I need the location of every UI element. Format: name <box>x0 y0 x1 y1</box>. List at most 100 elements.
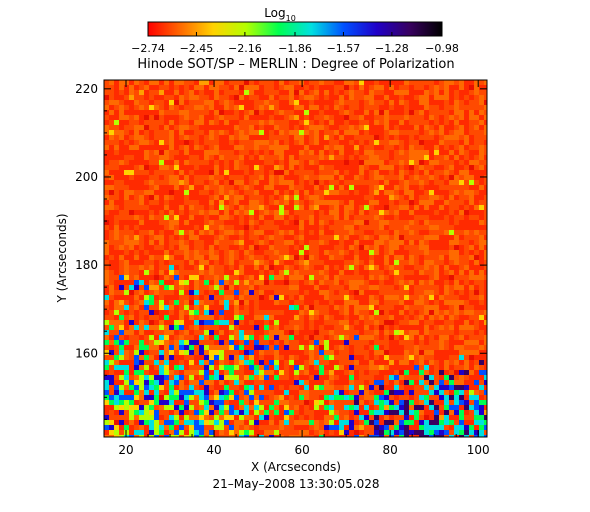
heatmap-cell <box>319 265 325 271</box>
heatmap-cell <box>164 380 170 386</box>
heatmap-cell <box>349 325 355 331</box>
heatmap-cell <box>339 320 345 326</box>
heatmap-cell <box>244 265 250 271</box>
heatmap-cell <box>439 250 445 256</box>
heatmap-cell <box>334 150 340 156</box>
heatmap-cell <box>154 190 160 196</box>
heatmap-cell <box>289 250 295 256</box>
heatmap-cell <box>474 90 480 96</box>
heatmap-cell <box>439 360 445 366</box>
heatmap-cell <box>269 180 275 186</box>
heatmap-cell <box>339 300 345 306</box>
heatmap-cell <box>474 135 480 141</box>
heatmap-cell <box>169 165 175 171</box>
heatmap-cell <box>434 265 440 271</box>
heatmap-cell <box>164 370 170 376</box>
heatmap-cell <box>214 155 220 161</box>
heatmap-cell <box>234 290 240 296</box>
heatmap-cell <box>429 290 435 296</box>
heatmap-cell <box>284 370 290 376</box>
heatmap-cell <box>234 130 240 136</box>
heatmap-cell <box>254 320 260 326</box>
heatmap-cell <box>439 145 445 151</box>
heatmap-cell <box>369 150 375 156</box>
heatmap-cell <box>394 320 400 326</box>
heatmap-cell <box>224 255 230 261</box>
heatmap-cell <box>389 345 395 351</box>
heatmap-cell <box>204 215 210 221</box>
heatmap-cell <box>474 80 480 86</box>
heatmap-cell <box>164 215 170 221</box>
heatmap-cell <box>384 170 390 176</box>
heatmap-cell <box>249 155 255 161</box>
heatmap-cell <box>229 260 235 266</box>
heatmap-cell <box>139 155 145 161</box>
heatmap-cell <box>404 240 410 246</box>
heatmap-cell <box>144 320 150 326</box>
heatmap-cell <box>104 300 110 306</box>
heatmap-cell <box>164 225 170 231</box>
heatmap-cell <box>189 235 195 241</box>
heatmap-cell <box>204 320 210 326</box>
heatmap-cell <box>449 360 455 366</box>
heatmap-cell <box>124 155 130 161</box>
heatmap-cell <box>354 290 360 296</box>
heatmap-cell <box>224 325 230 331</box>
heatmap-cell <box>229 230 235 236</box>
heatmap-cell <box>244 280 250 286</box>
heatmap-cell <box>299 100 305 106</box>
heatmap-cell <box>429 310 435 316</box>
heatmap-cell <box>404 135 410 141</box>
heatmap-cell <box>384 285 390 291</box>
heatmap-cell <box>304 270 310 276</box>
heatmap-cell <box>324 355 330 361</box>
heatmap-cell <box>364 240 370 246</box>
heatmap-cell <box>124 225 130 231</box>
heatmap-cell <box>284 325 290 331</box>
heatmap-cell <box>404 280 410 286</box>
heatmap-cell <box>384 220 390 226</box>
heatmap-cell <box>419 310 425 316</box>
heatmap-cell <box>379 145 385 151</box>
heatmap-cell <box>154 95 160 101</box>
heatmap-cell <box>349 135 355 141</box>
heatmap-cell <box>224 160 230 166</box>
heatmap-cell <box>149 270 155 276</box>
heatmap-cell <box>139 355 145 361</box>
heatmap-cell <box>394 240 400 246</box>
heatmap-cell <box>344 295 350 301</box>
heatmap-cell <box>329 390 335 396</box>
heatmap-cell <box>139 180 145 186</box>
heatmap-cell <box>334 385 340 391</box>
heatmap-cell <box>159 225 165 231</box>
heatmap-cell <box>484 85 487 91</box>
heatmap-cell <box>459 145 465 151</box>
heatmap-cell <box>104 285 110 291</box>
heatmap-cell <box>184 230 190 236</box>
heatmap-cell <box>324 85 330 91</box>
heatmap-cell <box>434 160 440 166</box>
heatmap-cell <box>344 215 350 221</box>
heatmap-cell <box>209 195 215 201</box>
heatmap-cell <box>209 320 215 326</box>
heatmap-cell <box>329 250 335 256</box>
heatmap-cell <box>474 335 480 341</box>
heatmap-cell <box>249 200 255 206</box>
heatmap-cell <box>354 100 360 106</box>
heatmap-cell <box>199 220 205 226</box>
heatmap-cell <box>109 290 115 296</box>
heatmap-cell <box>389 95 395 101</box>
heatmap-cell <box>399 195 405 201</box>
heatmap-cell <box>159 215 165 221</box>
heatmap-cell <box>434 315 440 321</box>
heatmap-cell <box>409 185 415 191</box>
heatmap-cell <box>144 250 150 256</box>
heatmap-cell <box>464 135 470 141</box>
heatmap-cell <box>274 345 280 351</box>
heatmap-cell <box>224 225 230 231</box>
heatmap-cell <box>379 140 385 146</box>
heatmap-cell <box>249 320 255 326</box>
heatmap-cell <box>334 140 340 146</box>
heatmap-cell <box>294 300 300 306</box>
heatmap-cell <box>299 155 305 161</box>
